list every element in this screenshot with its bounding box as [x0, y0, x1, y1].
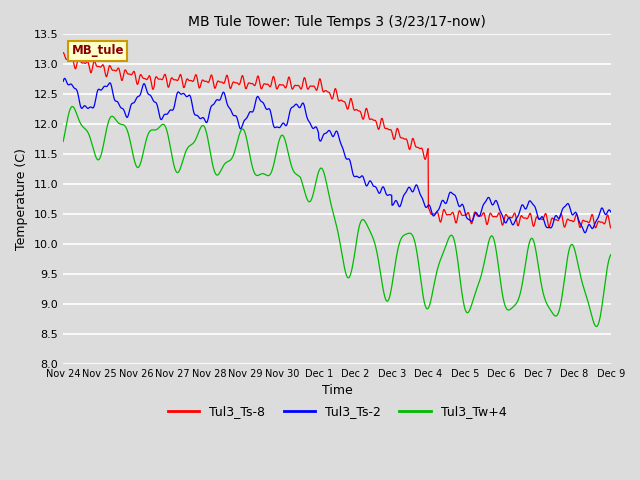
Text: MB_tule: MB_tule [72, 44, 124, 57]
Title: MB Tule Tower: Tule Temps 3 (3/23/17-now): MB Tule Tower: Tule Temps 3 (3/23/17-now… [188, 15, 486, 29]
Legend: Tul3_Ts-8, Tul3_Ts-2, Tul3_Tw+4: Tul3_Ts-8, Tul3_Ts-2, Tul3_Tw+4 [163, 400, 511, 423]
X-axis label: Time: Time [322, 384, 353, 397]
Y-axis label: Temperature (C): Temperature (C) [15, 148, 28, 250]
